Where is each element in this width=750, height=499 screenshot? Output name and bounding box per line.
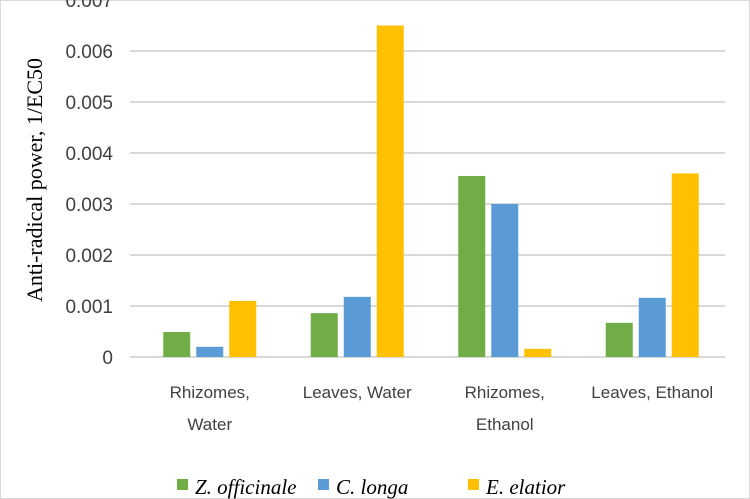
x-tick-label: Rhizomes,: [170, 383, 250, 402]
y-tick-label: 0.007: [65, 0, 113, 12]
y-tick-label: 0.003: [65, 195, 113, 216]
legend-swatch: [177, 479, 188, 490]
y-axis-title: Anti-radical power, 1/EC50: [22, 58, 47, 302]
legend-swatch: [318, 479, 329, 490]
x-tick-label: Water: [187, 415, 232, 434]
x-tick-label: Ethanol: [476, 415, 534, 434]
bar: [458, 175, 486, 357]
bar: [196, 346, 224, 357]
bar: [229, 300, 257, 357]
legend-swatch: [468, 479, 479, 490]
y-tick-label: 0.004: [65, 144, 113, 165]
bar: [638, 297, 666, 357]
legend-label: E. elatior: [485, 475, 566, 499]
bar: [671, 173, 699, 357]
legend-label: C. longa: [336, 475, 408, 499]
x-tick-label: Rhizomes,: [465, 383, 545, 402]
bar: [376, 25, 404, 357]
legend-label: Z. officinale: [195, 475, 297, 499]
y-tick-label: 0.005: [65, 93, 113, 114]
bar: [524, 348, 552, 357]
bar: [491, 204, 519, 357]
bar: [163, 332, 191, 357]
x-tick-label: Leaves, Water: [303, 383, 412, 402]
y-tick-label: 0: [102, 348, 113, 369]
bar: [605, 322, 633, 357]
x-tick-label: Leaves, Ethanol: [591, 383, 713, 402]
bar: [343, 296, 371, 357]
y-tick-label: 0.002: [65, 246, 113, 267]
bar: [310, 313, 338, 357]
y-tick-label: 0.006: [65, 42, 113, 63]
y-tick-label: 0.001: [65, 297, 113, 318]
